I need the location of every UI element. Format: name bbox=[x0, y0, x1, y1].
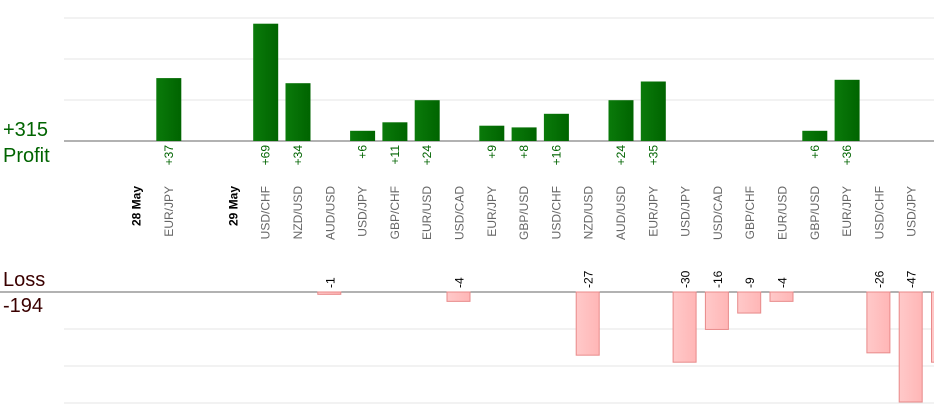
pair-label: GBP/USD bbox=[517, 186, 531, 240]
loss-bar bbox=[866, 291, 891, 354]
profit-bar bbox=[350, 130, 376, 141]
loss-value-label: -9 bbox=[743, 277, 757, 288]
profit-value-label: +11 bbox=[388, 145, 402, 165]
loss-bar bbox=[898, 291, 923, 403]
pair-label: EUR/JPY bbox=[646, 186, 660, 237]
loss-value-label: -47 bbox=[905, 270, 919, 288]
profit-bar bbox=[414, 100, 440, 141]
loss-value-label: -1 bbox=[323, 277, 337, 288]
pair-label: AUD/USD bbox=[614, 186, 628, 240]
loss-bar bbox=[672, 291, 697, 363]
profit-value-label: +24 bbox=[614, 145, 628, 166]
profit-bar bbox=[543, 113, 569, 141]
pair-label: AUD/USD bbox=[323, 186, 337, 240]
loss-value-label: -4 bbox=[453, 277, 467, 288]
pair-label: EUR/USD bbox=[420, 186, 434, 240]
pair-label: USD/CHF bbox=[549, 186, 563, 239]
profit-bar bbox=[479, 125, 505, 141]
loss-total: -194 bbox=[3, 295, 44, 317]
pair-label: USD/JPY bbox=[679, 186, 693, 237]
profit-value-label: +34 bbox=[291, 145, 305, 166]
date-label: 29 May bbox=[226, 186, 240, 226]
profit-value-label: +6 bbox=[808, 145, 822, 159]
profit-bar bbox=[285, 83, 311, 141]
profit-bar bbox=[802, 130, 828, 141]
loss-bar bbox=[704, 291, 729, 330]
profit-value-label: +24 bbox=[420, 145, 434, 166]
loss-bar bbox=[575, 291, 600, 356]
pair-label: EUR/JPY bbox=[840, 186, 854, 237]
pair-label: GBP/CHF bbox=[388, 186, 402, 239]
loss-value-label: -26 bbox=[872, 270, 886, 288]
pair-label: NZD/USD bbox=[291, 186, 305, 240]
loss-bar bbox=[446, 291, 471, 302]
pair-label: USD/CHF bbox=[259, 186, 273, 239]
profit-value-label: +35 bbox=[646, 145, 660, 166]
profit-value-label: +37 bbox=[162, 145, 176, 166]
profit-bar bbox=[253, 23, 279, 142]
pair-label: USD/CHF bbox=[872, 186, 886, 239]
pair-label: GBP/USD bbox=[808, 186, 822, 240]
pair-label: USD/CAD bbox=[711, 186, 725, 240]
profit-bar bbox=[156, 78, 182, 141]
pair-label: USD/CAD bbox=[453, 186, 467, 240]
profit-value-label: +8 bbox=[517, 145, 531, 159]
profit-total: +315 bbox=[3, 119, 49, 141]
loss-bar bbox=[769, 291, 794, 302]
profit-bar bbox=[834, 79, 860, 141]
loss-bar bbox=[317, 291, 342, 295]
profit-bar bbox=[640, 81, 666, 141]
profit-value-label: +36 bbox=[840, 145, 854, 166]
profit-bar bbox=[608, 100, 634, 141]
profit-label: Profit bbox=[3, 145, 50, 167]
pair-label: EUR/JPY bbox=[162, 186, 176, 237]
loss-value-label: -30 bbox=[679, 270, 693, 288]
loss-value-label: -4 bbox=[776, 277, 790, 288]
pair-label: USD/JPY bbox=[905, 186, 919, 237]
loss-bar bbox=[737, 291, 762, 314]
pair-label: NZD/USD bbox=[582, 186, 596, 240]
profit-value-label: +16 bbox=[549, 145, 563, 166]
profit-value-label: +6 bbox=[356, 145, 370, 159]
profit-value-label: +9 bbox=[485, 145, 499, 159]
pair-label: EUR/USD bbox=[776, 186, 790, 240]
profit-value-label: +69 bbox=[259, 145, 273, 166]
date-label: 28 May bbox=[130, 186, 144, 226]
pair-label: GBP/CHF bbox=[743, 186, 757, 239]
profit-bar bbox=[511, 127, 537, 141]
loss-bar bbox=[931, 291, 934, 363]
pair-label: EUR/JPY bbox=[485, 186, 499, 237]
loss-label: Loss bbox=[3, 269, 46, 291]
profit-bar bbox=[382, 122, 408, 141]
loss-value-label: -16 bbox=[711, 270, 725, 288]
pair-label: USD/JPY bbox=[356, 186, 370, 237]
loss-value-label: -27 bbox=[582, 270, 596, 288]
